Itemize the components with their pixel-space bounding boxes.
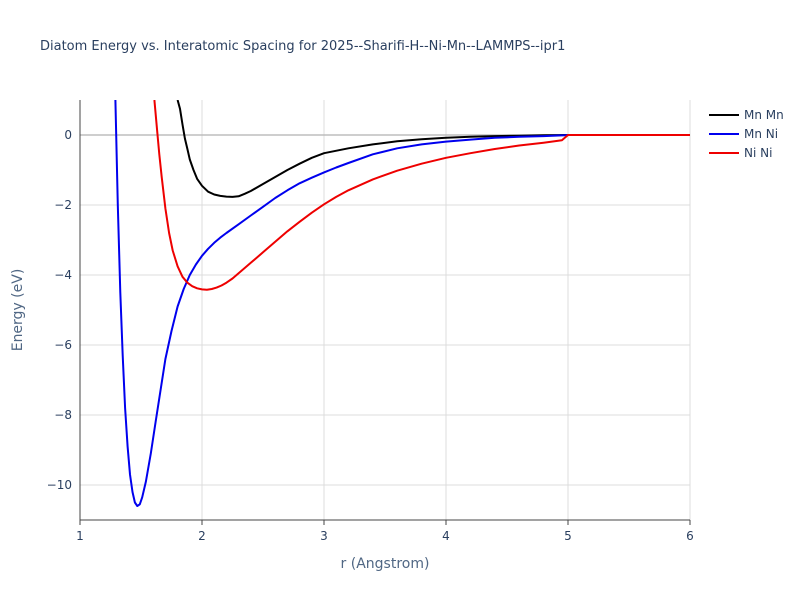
y-tick-label: −6 [54, 338, 72, 352]
x-tick-label: 1 [76, 529, 84, 543]
axes: 1 2 3 4 5 6 −10 −8 −6 −4 −2 0 [47, 100, 694, 543]
legend-label: Ni Ni [744, 146, 772, 160]
y-tick-label: 0 [64, 128, 72, 142]
series-line-mn-ni [114, 100, 690, 507]
y-axis-title: Energy (eV) [10, 269, 26, 352]
legend-item-mn-mn[interactable]: Mn Mn [709, 108, 784, 122]
chart-title: Diatom Energy vs. Interatomic Spacing fo… [40, 39, 565, 54]
legend-item-ni-ni[interactable]: Ni Ni [709, 146, 772, 160]
series-line-ni-ni [153, 100, 690, 291]
x-tick-label: 6 [686, 529, 694, 543]
legend-label: Mn Mn [744, 108, 784, 122]
x-tick-label: 2 [198, 529, 206, 543]
legend[interactable]: Mn Mn Mn Ni Ni Ni [709, 108, 784, 160]
y-tick-label: −8 [54, 408, 72, 422]
x-tick-label: 4 [442, 529, 450, 543]
y-tick-label: −4 [54, 268, 72, 282]
y-tick-label: −10 [47, 478, 72, 492]
grid [79, 100, 691, 520]
series-line-mn-mn [176, 100, 690, 198]
legend-label: Mn Ni [744, 127, 778, 141]
legend-item-mn-ni[interactable]: Mn Ni [709, 127, 778, 141]
y-tick-label: −2 [54, 198, 72, 212]
x-tick-label: 3 [320, 529, 328, 543]
x-axis-title: r (Angstrom) [341, 556, 430, 572]
x-tick-label: 5 [564, 529, 572, 543]
series-lines [114, 100, 690, 507]
